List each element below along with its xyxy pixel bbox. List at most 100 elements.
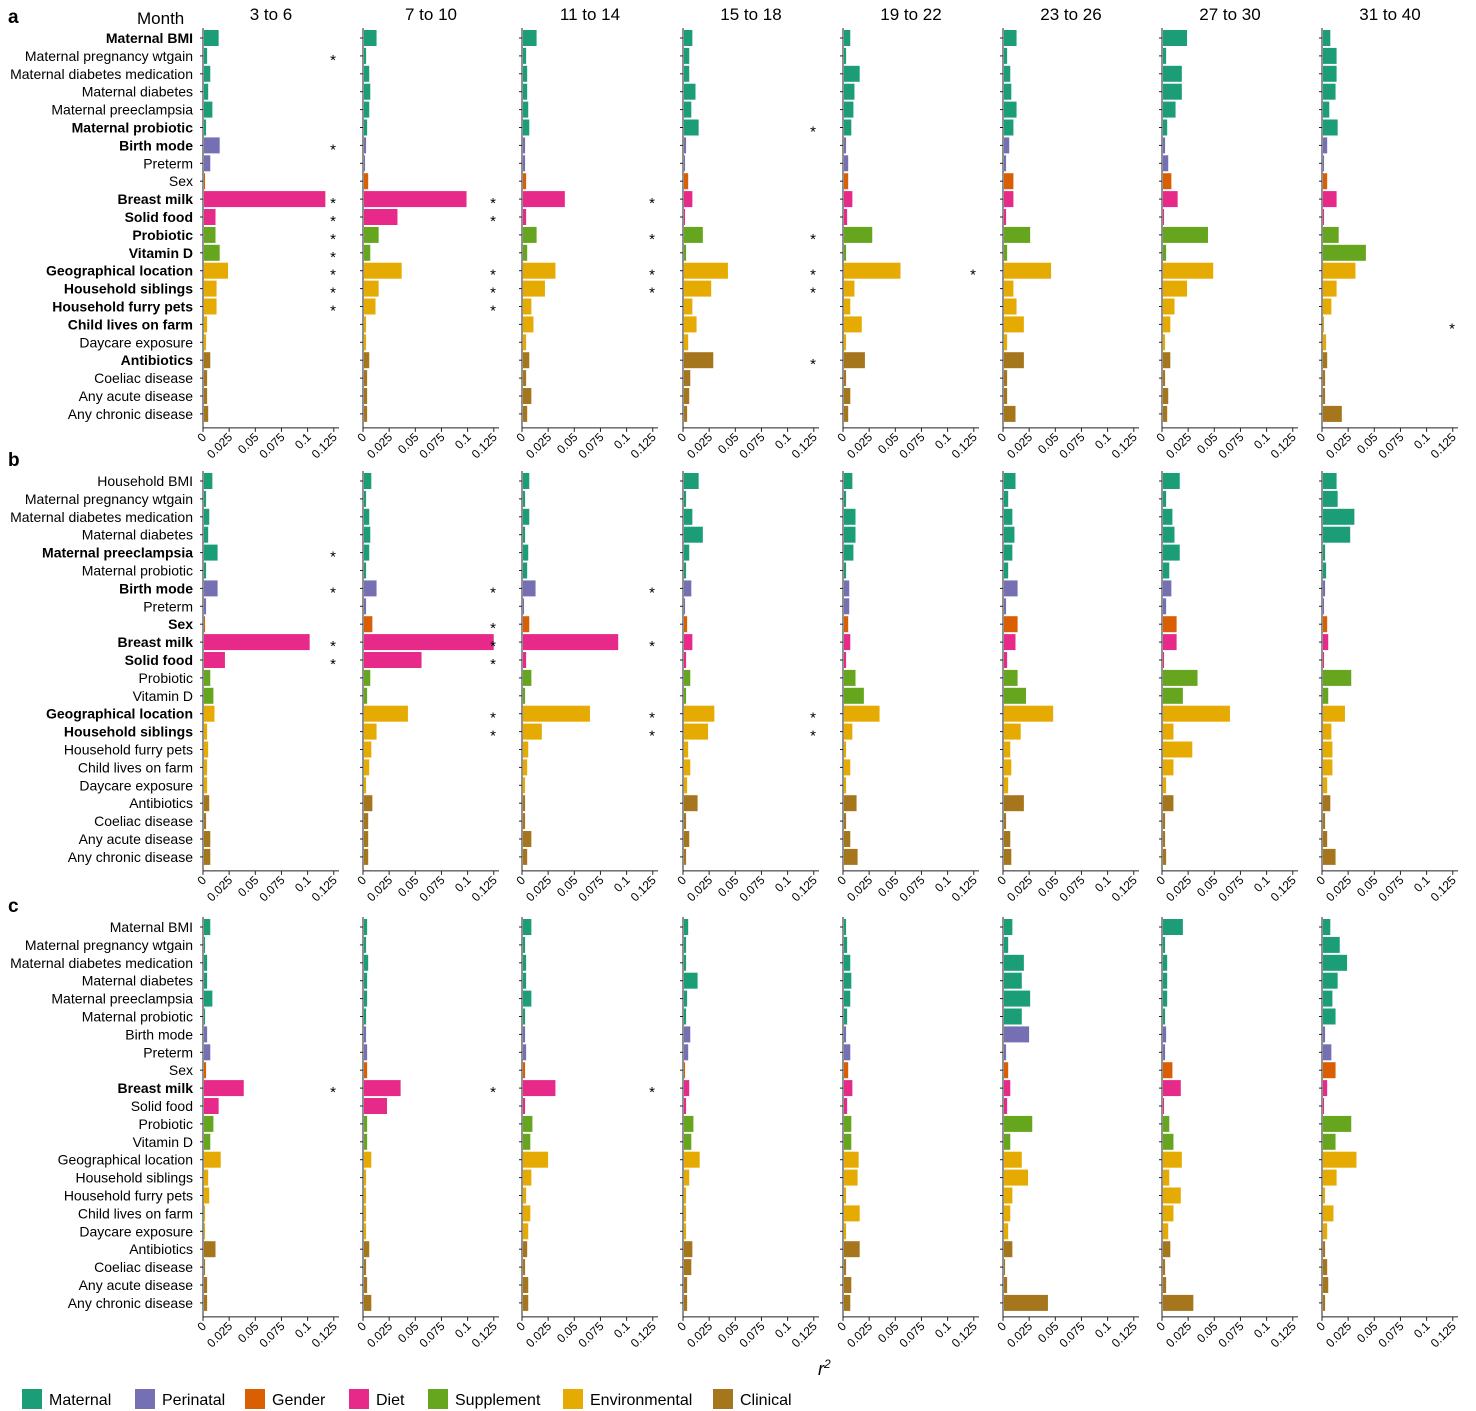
bar bbox=[844, 1133, 852, 1150]
row-label: Child lives on farm bbox=[78, 1205, 193, 1221]
bar bbox=[364, 1259, 367, 1276]
bar bbox=[204, 388, 208, 404]
bar bbox=[684, 298, 693, 315]
x-tick-label: 0 bbox=[1313, 430, 1328, 445]
x-tick-label: 0.125 bbox=[628, 430, 659, 461]
bar bbox=[1163, 209, 1165, 225]
row-label: Maternal BMI bbox=[106, 30, 193, 46]
bar bbox=[1323, 1187, 1326, 1204]
bar bbox=[204, 1115, 214, 1132]
bar bbox=[684, 562, 687, 579]
bar bbox=[523, 526, 526, 543]
bar bbox=[844, 526, 856, 543]
bar bbox=[364, 1241, 370, 1258]
bar bbox=[364, 848, 369, 865]
bar bbox=[1323, 316, 1325, 333]
bar bbox=[204, 1062, 207, 1079]
bar bbox=[1323, 598, 1325, 615]
bar bbox=[523, 795, 526, 812]
bar bbox=[684, 209, 686, 225]
bar bbox=[684, 334, 689, 351]
bar bbox=[1323, 1098, 1325, 1114]
x-tick-label: 0.025 bbox=[844, 873, 875, 904]
bar bbox=[364, 669, 371, 686]
x-tick-label: 0.125 bbox=[1268, 1319, 1299, 1350]
bar bbox=[1323, 813, 1326, 830]
bar bbox=[204, 370, 208, 387]
bar bbox=[1004, 262, 1052, 279]
bar bbox=[1163, 1115, 1170, 1132]
bar bbox=[204, 209, 216, 225]
bar bbox=[364, 508, 370, 525]
significance-star: * bbox=[649, 728, 655, 745]
bar bbox=[1163, 352, 1171, 369]
bar bbox=[204, 1223, 206, 1240]
bar bbox=[523, 687, 526, 704]
bar bbox=[1323, 30, 1331, 46]
bar bbox=[523, 1151, 549, 1168]
bar bbox=[1323, 990, 1333, 1007]
bar bbox=[1323, 652, 1325, 668]
x-tick-label: 0 bbox=[513, 430, 528, 445]
bar bbox=[684, 936, 687, 953]
bar bbox=[684, 280, 712, 297]
bar bbox=[1323, 244, 1366, 261]
row-label: Probiotic bbox=[132, 227, 193, 243]
row-label: Solid food bbox=[131, 1098, 193, 1114]
bar bbox=[1323, 370, 1326, 387]
bar bbox=[1323, 226, 1339, 243]
x-tick-label: 0.025 bbox=[1163, 873, 1194, 904]
bar bbox=[204, 473, 213, 489]
bar bbox=[204, 919, 211, 935]
x-tick-label: 0 bbox=[674, 873, 689, 888]
bar bbox=[1163, 634, 1177, 651]
bar bbox=[844, 244, 847, 261]
row-label: Preterm bbox=[143, 155, 193, 171]
bar bbox=[204, 848, 211, 865]
bar bbox=[1323, 65, 1337, 82]
row-label: Vitamin D bbox=[129, 245, 193, 261]
bar bbox=[1163, 1008, 1166, 1025]
bar bbox=[684, 741, 689, 758]
bar bbox=[1323, 759, 1333, 776]
x-tick-label: 0.125 bbox=[1268, 873, 1299, 904]
bar bbox=[844, 741, 847, 758]
bar bbox=[364, 687, 368, 704]
x-tick-label: 0 bbox=[834, 430, 849, 445]
bar bbox=[204, 155, 211, 172]
bar bbox=[1004, 244, 1008, 261]
bar bbox=[523, 936, 526, 953]
bar bbox=[523, 370, 527, 387]
bar bbox=[1004, 1098, 1008, 1114]
x-tick-label: 0.125 bbox=[949, 1319, 980, 1350]
x-tick-label: 0.025 bbox=[844, 1319, 875, 1350]
significance-star: * bbox=[490, 213, 496, 230]
bar bbox=[364, 65, 370, 82]
bar bbox=[523, 616, 530, 633]
bar bbox=[523, 954, 527, 971]
bar bbox=[523, 191, 565, 208]
x-tick-label: 0.025 bbox=[1004, 1319, 1035, 1350]
bar bbox=[523, 777, 526, 794]
row-label: Any chronic disease bbox=[68, 1295, 194, 1311]
significance-star: * bbox=[330, 249, 336, 266]
column-header: 23 to 26 bbox=[1040, 5, 1101, 24]
bar bbox=[844, 1241, 860, 1258]
row-label: Maternal pregnancy wtgain bbox=[25, 937, 193, 953]
row-label: Household BMI bbox=[97, 473, 193, 489]
bar bbox=[364, 280, 379, 297]
x-tick-label: 0.075 bbox=[575, 873, 606, 904]
x-tick-label: 0.075 bbox=[1215, 873, 1246, 904]
bar bbox=[1323, 972, 1338, 989]
x-tick-label: 0.075 bbox=[1375, 873, 1406, 904]
x-tick-label: 0.075 bbox=[256, 873, 287, 904]
x-tick-label: 0.025 bbox=[844, 430, 875, 461]
bar bbox=[523, 155, 526, 172]
significance-star: * bbox=[330, 52, 336, 69]
bar bbox=[684, 919, 689, 935]
bar bbox=[684, 1169, 690, 1186]
bar bbox=[1163, 526, 1175, 543]
bar bbox=[523, 544, 529, 561]
bar bbox=[204, 316, 208, 333]
bar bbox=[844, 388, 851, 404]
